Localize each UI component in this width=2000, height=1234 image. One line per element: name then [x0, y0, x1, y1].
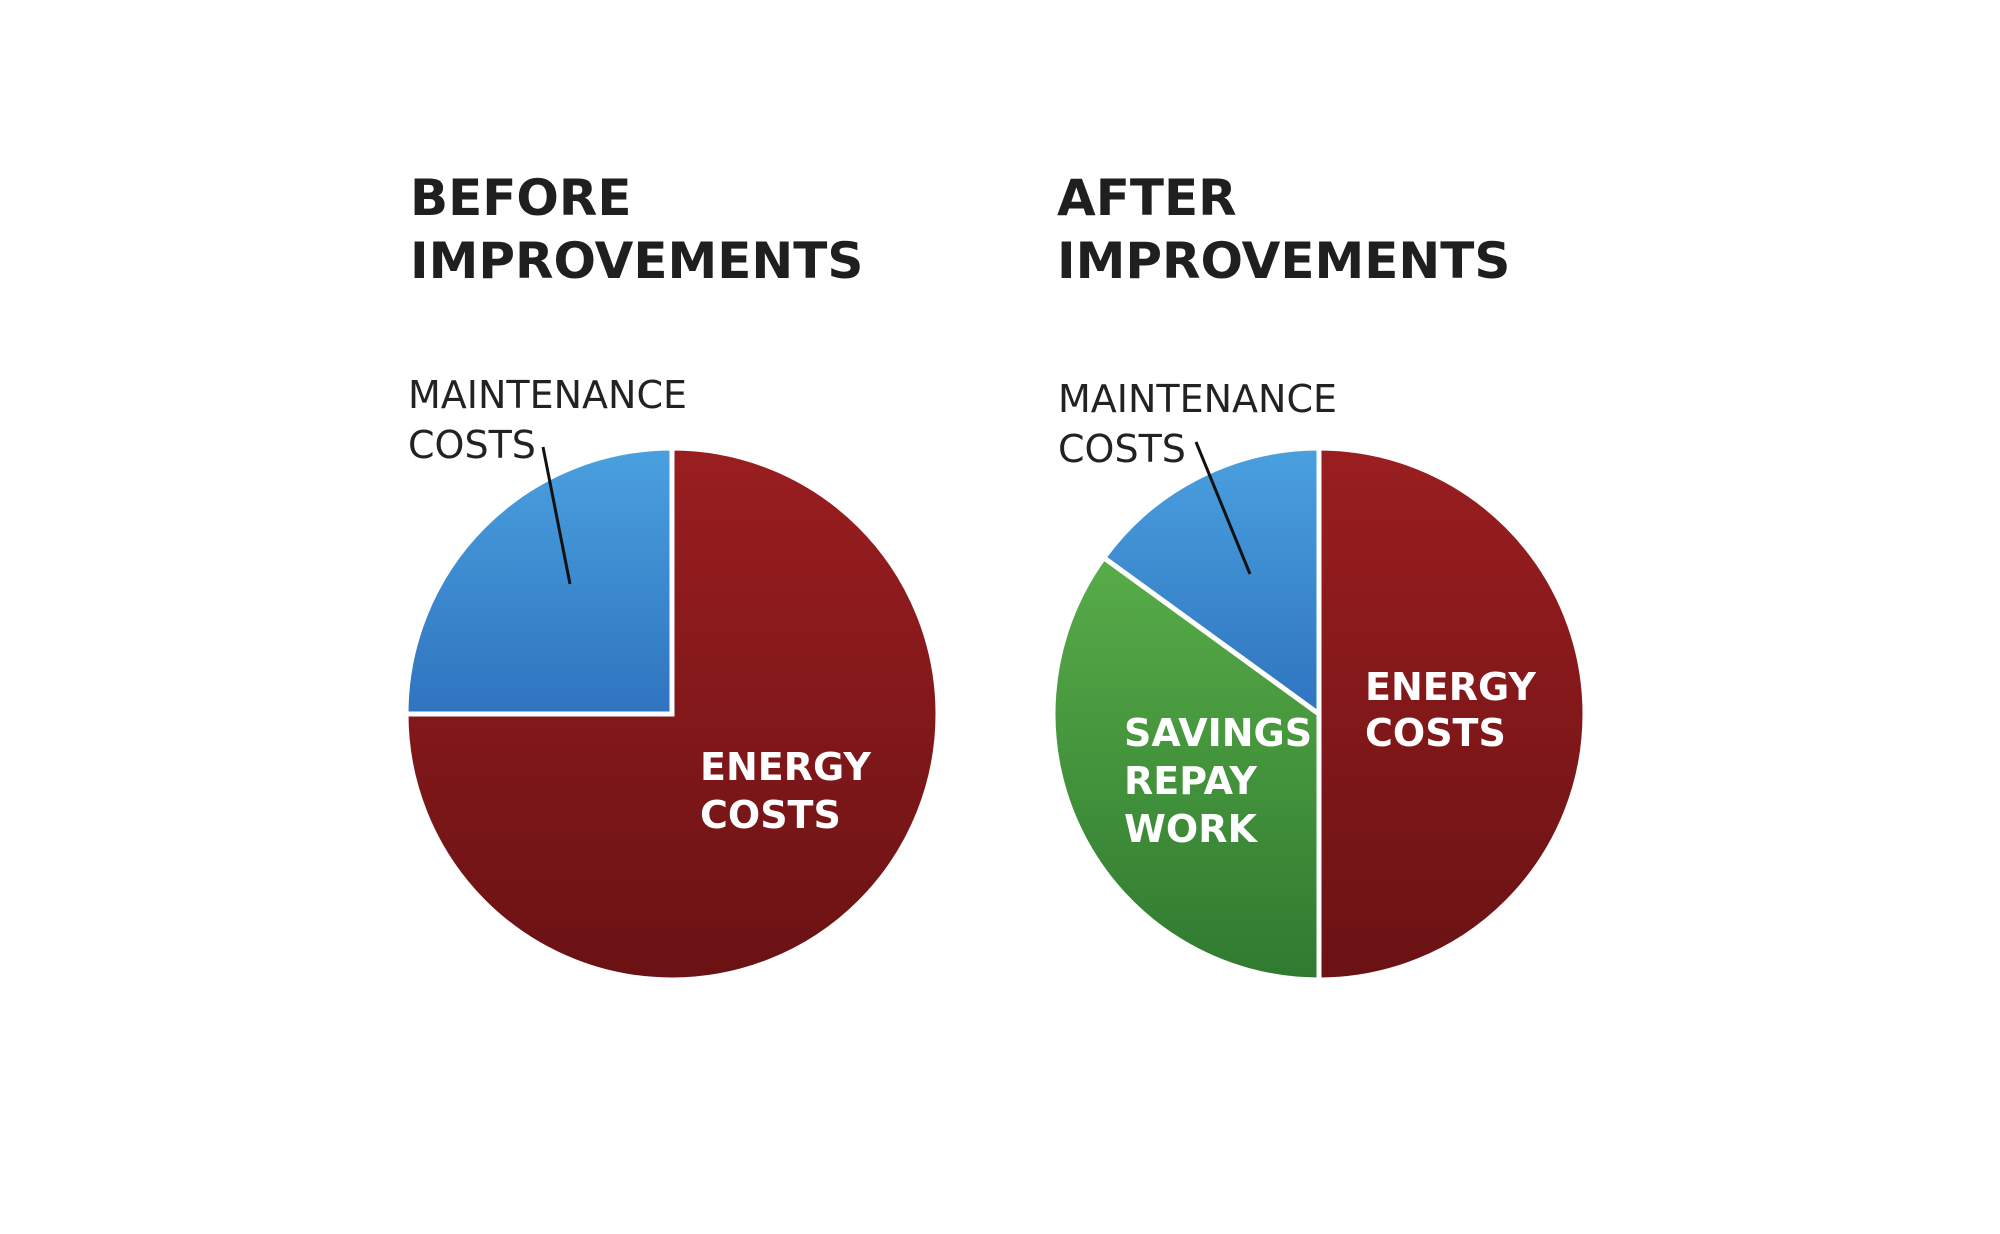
- label-energy-costs: ENERGY COSTS: [700, 745, 884, 837]
- pie-slice-maintenance-costs: [1100, 445, 1322, 719]
- chart-before-title: BEFORE IMPROVEMENTS: [410, 169, 863, 290]
- label-energy-line1: ENERGY: [700, 745, 871, 789]
- label-energy-line1: ENERGY: [1365, 665, 1536, 709]
- leader-line-maintenance: [541, 446, 572, 585]
- leader-line-maintenance: [1194, 441, 1252, 575]
- chart-after-title: AFTER IMPROVEMENTS: [1057, 169, 1510, 290]
- pie-slice-energy-costs: [1316, 445, 1588, 983]
- callout-maintenance-costs: MAINTENANCE COSTS: [408, 373, 699, 467]
- callout-maintenance-line1: MAINTENANCE: [408, 373, 687, 417]
- label-energy-costs: ENERGY COSTS: [1365, 665, 1549, 755]
- chart-before-title-line2: IMPROVEMENTS: [410, 232, 863, 290]
- callout-maintenance-line2: COSTS: [1058, 427, 1186, 471]
- callout-maintenance-line2: COSTS: [408, 423, 536, 467]
- chart-before: BEFORE IMPROVEMENTS MAINTENANCE COSTS EN…: [403, 169, 941, 983]
- callout-maintenance-line1: MAINTENANCE: [1058, 377, 1337, 421]
- pie-slice-savings-repay-work: [1050, 554, 1322, 983]
- label-savings-line2: REPAY: [1124, 759, 1257, 803]
- label-savings-line1: SAVINGS: [1124, 711, 1312, 755]
- label-savings-line3: WORK: [1124, 807, 1258, 851]
- label-energy-line2: COSTS: [700, 793, 841, 837]
- label-energy-line2: COSTS: [1365, 711, 1506, 755]
- chart-after-title-line1: AFTER: [1057, 169, 1237, 227]
- chart-before-pie: [403, 445, 941, 983]
- chart-after-title-line2: IMPROVEMENTS: [1057, 232, 1510, 290]
- callout-maintenance-costs: MAINTENANCE COSTS: [1058, 377, 1349, 471]
- pie-slice-maintenance-costs: [403, 445, 675, 717]
- chart-after: AFTER IMPROVEMENTS MAINTENANCE COSTS SAV…: [1050, 169, 1588, 983]
- chart-after-pie: [1050, 445, 1588, 983]
- chart-before-title-line1: BEFORE: [410, 169, 632, 227]
- label-savings-repay-work: SAVINGS REPAY WORK: [1124, 711, 1325, 851]
